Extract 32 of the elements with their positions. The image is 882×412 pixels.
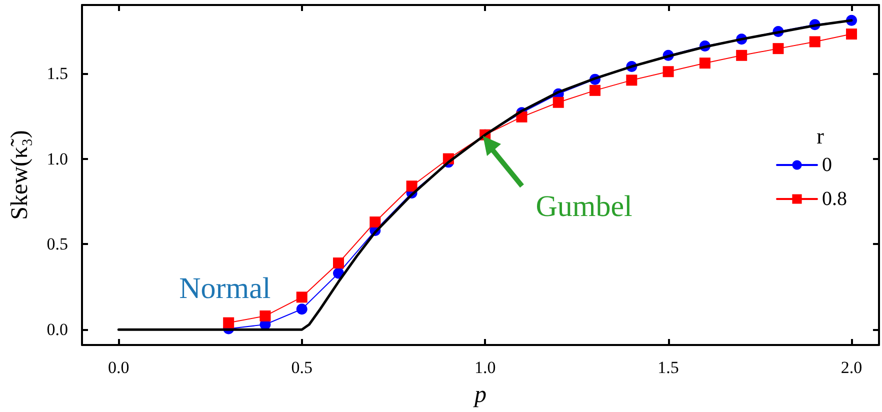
point — [736, 50, 748, 61]
point — [370, 216, 381, 228]
x-tick-label: 1.5 — [658, 358, 679, 377]
annotation: Normal — [179, 272, 271, 306]
y-tick-label: 0.5 — [46, 234, 68, 254]
x-tick-label: 1.0 — [474, 358, 496, 377]
point — [406, 180, 418, 192]
point — [296, 292, 308, 303]
point — [333, 257, 344, 268]
point — [590, 84, 601, 96]
x-tick-label: 2.0 — [840, 358, 862, 377]
y-tick-label: 1.5 — [46, 64, 68, 83]
point — [772, 43, 784, 54]
point — [296, 304, 308, 315]
y-tick-label: 0.0 — [46, 320, 68, 340]
legend-label: 0 — [822, 154, 832, 176]
annotation: Gumbel — [536, 190, 632, 224]
x-tick-label: 0.5 — [291, 358, 312, 377]
legend-label: 0.8 — [822, 188, 847, 210]
point — [846, 28, 858, 40]
point — [662, 66, 674, 78]
point — [260, 310, 271, 322]
point — [699, 58, 710, 69]
point — [626, 74, 638, 86]
point — [809, 36, 820, 48]
legend-title: r — [816, 124, 825, 148]
x-tick-label: 0.0 — [108, 358, 130, 377]
x-axis-title: p — [472, 382, 486, 408]
y-axis-title: Skew(κ̃₃) — [7, 130, 33, 220]
point — [223, 317, 234, 328]
point — [552, 96, 564, 108]
y-tick-label: 1.0 — [46, 149, 68, 168]
